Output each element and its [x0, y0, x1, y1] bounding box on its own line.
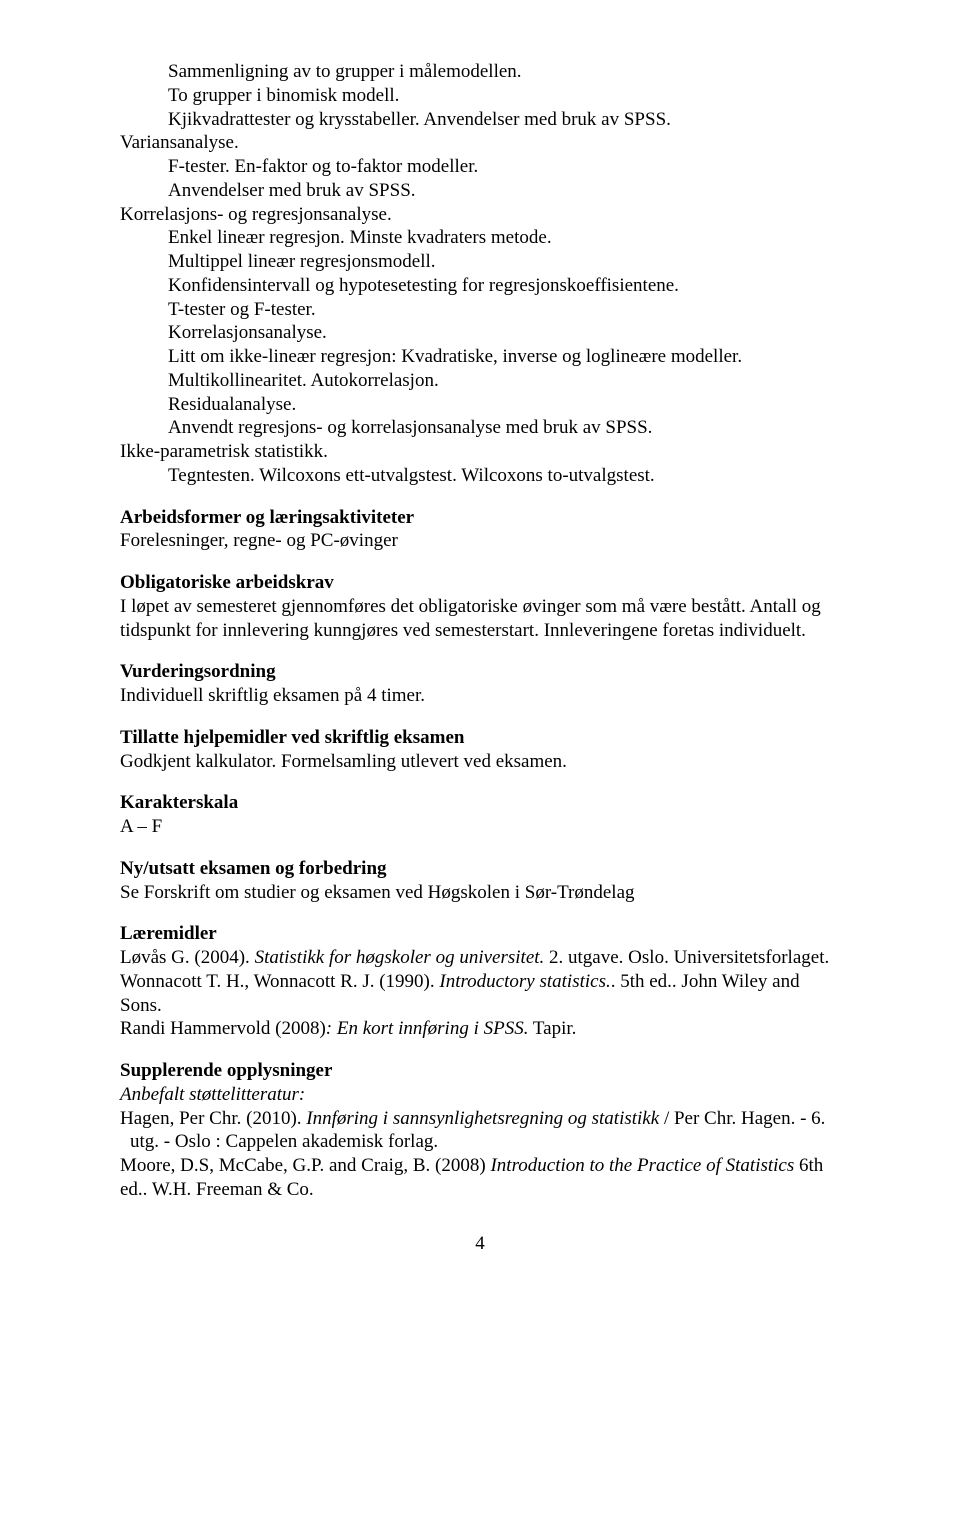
- subheading: Variansanalyse.: [120, 131, 840, 155]
- body: Individuell skriftlig eksamen på 4 timer…: [120, 684, 840, 708]
- line: Anvendt regresjons- og korrelasjonsanaly…: [168, 416, 840, 440]
- supplerende-section: Supplerende opplysninger Anbefalt støtte…: [120, 1059, 840, 1202]
- line: T-tester og F-tester.: [168, 298, 840, 322]
- title-italic: Innføring i sannsynlighetsregning og sta…: [306, 1108, 659, 1129]
- karakterskala-section: Karakterskala A – F: [120, 791, 840, 839]
- subheading-italic: Anbefalt støttelitteratur:: [120, 1083, 840, 1107]
- title-italic: Introduction to the Practice of Statisti…: [490, 1155, 794, 1176]
- title-italic: : En kort innføring i SPSS.: [326, 1018, 529, 1039]
- text: Løvås G. (2004).: [120, 947, 255, 968]
- line: Sammenligning av to grupper i målemodell…: [168, 60, 840, 84]
- text: / Per Chr. Hagen. - 6.: [659, 1108, 825, 1129]
- line: F-tester. En-faktor og to-faktor modelle…: [168, 155, 840, 179]
- heading: Obligatoriske arbeidskrav: [120, 571, 840, 595]
- arbeidsformer-section: Arbeidsformer og læringsaktiviteter Fore…: [120, 506, 840, 554]
- body: I løpet av semesteret gjennomføres det o…: [120, 595, 840, 643]
- ref-line: Wonnacott T. H., Wonnacott R. J. (1990).…: [120, 970, 840, 1018]
- heading: Supplerende opplysninger: [120, 1059, 840, 1083]
- title-italic: Introductory statistics.: [439, 971, 610, 992]
- line: Anvendelser med bruk av SPSS.: [168, 179, 840, 203]
- line: Enkel lineær regresjon. Minste kvadrater…: [168, 226, 840, 250]
- body: Se Forskrift om studier og eksamen ved H…: [120, 881, 840, 905]
- body: Forelesninger, regne- og PC-øvinger: [120, 529, 840, 553]
- line: Multippel lineær regresjonsmodell.: [168, 250, 840, 274]
- body: A – F: [120, 815, 840, 839]
- heading: Arbeidsformer og læringsaktiviteter: [120, 506, 840, 530]
- page-number: 4: [120, 1232, 840, 1256]
- varians-block: Variansanalyse. F-tester. En-faktor og t…: [120, 131, 840, 202]
- line: Tegntesten. Wilcoxons ett-utvalgstest. W…: [168, 464, 840, 488]
- text: Hagen, Per Chr. (2010).: [120, 1108, 306, 1129]
- text: 2. utgave. Oslo. Universitetsforlaget.: [544, 947, 829, 968]
- heading: Vurderingsordning: [120, 660, 840, 684]
- heading: Ny/utsatt eksamen og forbedring: [120, 857, 840, 881]
- ny-utsatt-section: Ny/utsatt eksamen og forbedring Se Forsk…: [120, 857, 840, 905]
- ref-line-cont: utg. - Oslo : Cappelen akademisk forlag.: [130, 1130, 840, 1154]
- subheading: Korrelasjons- og regresjonsanalyse.: [120, 203, 840, 227]
- line: Konfidensintervall og hypotesetesting fo…: [168, 274, 840, 298]
- heading: Karakterskala: [120, 791, 840, 815]
- title-italic: Statistikk for høgskoler og universitet.: [255, 947, 545, 968]
- line: Multikollinearitet. Autokorrelasjon.: [168, 369, 840, 393]
- ref-line: Hagen, Per Chr. (2010). Innføring i sann…: [120, 1107, 840, 1131]
- text: Tapir.: [528, 1018, 576, 1039]
- text: Wonnacott T. H., Wonnacott R. J. (1990).: [120, 971, 439, 992]
- line: Kjikvadrattester og krysstabeller. Anven…: [168, 108, 840, 132]
- body: Godkjent kalkulator. Formelsamling utlev…: [120, 750, 840, 774]
- text: utg. - Oslo : Cappelen akademisk forlag.: [130, 1131, 438, 1152]
- obligatoriske-section: Obligatoriske arbeidskrav I løpet av sem…: [120, 571, 840, 642]
- line: Residualanalyse.: [168, 393, 840, 417]
- tillatte-section: Tillatte hjelpemidler ved skriftlig eksa…: [120, 726, 840, 774]
- content-block-1: Sammenligning av to grupper i målemodell…: [120, 60, 840, 131]
- text: Moore, D.S, McCabe, G.P. and Craig, B. (…: [120, 1155, 490, 1176]
- ikke-parametrisk-block: Ikke-parametrisk statistikk. Tegntesten.…: [120, 440, 840, 488]
- vurderingsordning-section: Vurderingsordning Individuell skriftlig …: [120, 660, 840, 708]
- subheading: Ikke-parametrisk statistikk.: [120, 440, 840, 464]
- ref-line: Moore, D.S, McCabe, G.P. and Craig, B. (…: [120, 1154, 840, 1202]
- line: Litt om ikke-lineær regresjon: Kvadratis…: [168, 345, 840, 369]
- line: Korrelasjonsanalyse.: [168, 321, 840, 345]
- ref-line: Randi Hammervold (2008): En kort innføri…: [120, 1017, 840, 1041]
- heading: Tillatte hjelpemidler ved skriftlig eksa…: [120, 726, 840, 750]
- line: To grupper i binomisk modell.: [168, 84, 840, 108]
- laeremidler-section: Læremidler Løvås G. (2004). Statistikk f…: [120, 922, 840, 1041]
- ref-line: Løvås G. (2004). Statistikk for høgskole…: [120, 946, 840, 970]
- heading: Læremidler: [120, 922, 840, 946]
- korrelasjon-block: Korrelasjons- og regresjonsanalyse. Enke…: [120, 203, 840, 441]
- text: Randi Hammervold (2008): [120, 1018, 326, 1039]
